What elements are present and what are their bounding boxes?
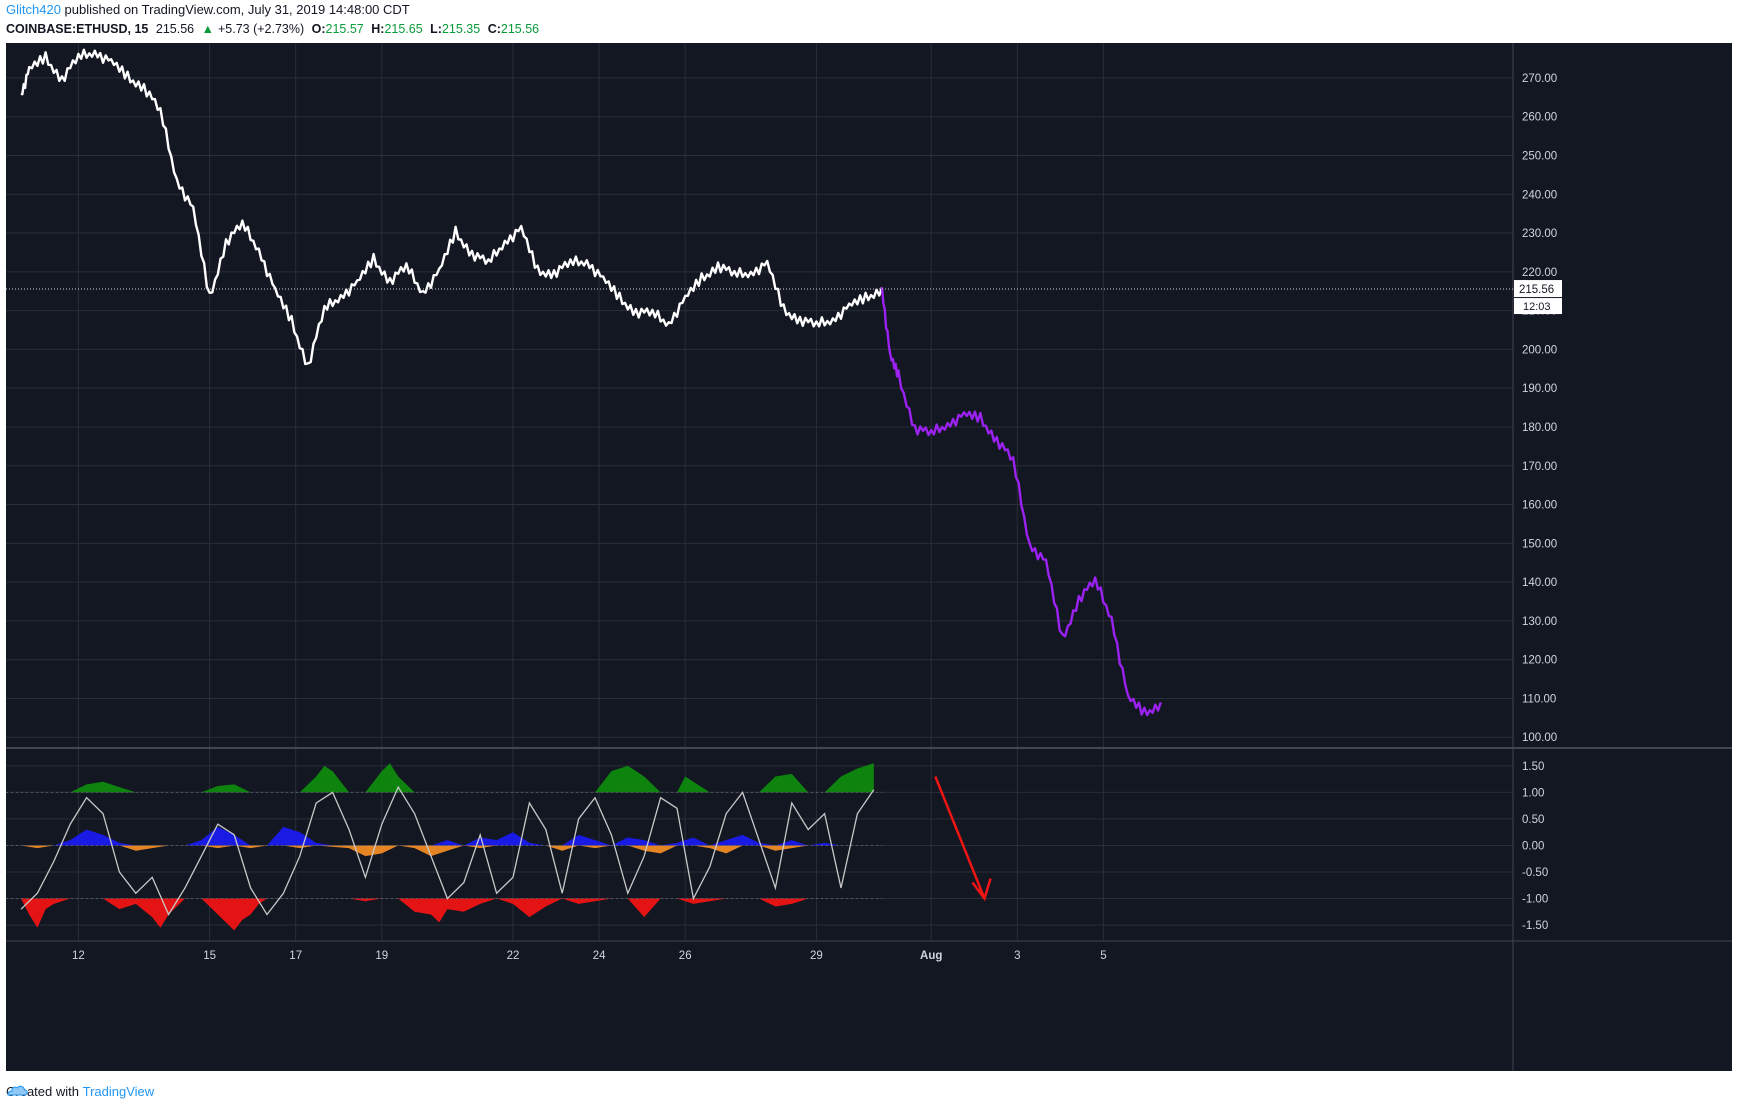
osc-tick-label: -0.50 bbox=[1522, 867, 1548, 879]
time-tick-label: 5 bbox=[1100, 950, 1106, 962]
osc-tick-label: -1.50 bbox=[1522, 920, 1548, 932]
last-price-badge-label: 215.56 bbox=[1519, 284, 1554, 296]
price-lines bbox=[20, 48, 1162, 717]
open-label: O: bbox=[311, 22, 326, 36]
high-label: H: bbox=[371, 22, 385, 36]
osc-tick-label: 1.00 bbox=[1522, 787, 1544, 799]
price-tick-label: 260.00 bbox=[1522, 112, 1557, 124]
chart-canvas[interactable]: 270.00260.00250.00240.00230.00220.00210.… bbox=[6, 43, 1732, 1071]
price-projection-line bbox=[880, 287, 1162, 717]
price-tick-label: 240.00 bbox=[1522, 189, 1557, 201]
price-tick-label: 170.00 bbox=[1522, 461, 1557, 473]
time-tick-label: Aug bbox=[920, 950, 942, 962]
symbol-name[interactable]: COINBASE:ETHUSD, 15 bbox=[6, 22, 149, 36]
annotations bbox=[6, 288, 1513, 902]
chart-frame[interactable]: 270.00260.00250.00240.00230.00220.00210.… bbox=[6, 43, 1732, 1071]
osc-tick-label: 1.50 bbox=[1522, 761, 1544, 773]
time-tick-label: 15 bbox=[203, 950, 216, 962]
price-tick-label: 250.00 bbox=[1522, 150, 1557, 162]
price-change: +5.73 (+2.73%) bbox=[217, 22, 305, 36]
low-value: 215.35 bbox=[441, 22, 481, 36]
down-arrow-shaft bbox=[934, 776, 986, 900]
oscillator-positive-minor-area bbox=[21, 826, 841, 846]
oscillator-line bbox=[20, 785, 875, 916]
open-value: 215.57 bbox=[325, 22, 364, 36]
time-tick-label: 22 bbox=[507, 950, 520, 962]
time-tick-label: 29 bbox=[810, 950, 823, 962]
price-tick-label: 270.00 bbox=[1522, 73, 1557, 85]
time-tick-label: 3 bbox=[1014, 950, 1020, 962]
tradingview-cloud-icon bbox=[7, 1085, 28, 1096]
osc-tick-label: -1.00 bbox=[1522, 894, 1548, 906]
last-price: 215.56 bbox=[155, 22, 195, 36]
publish-info: Glitch420 published on TradingView.com, … bbox=[6, 1, 410, 19]
countdown-label: 12:03 bbox=[1523, 301, 1551, 313]
countdown-badge bbox=[1514, 298, 1562, 315]
footer: Created with TradingView bbox=[6, 1084, 154, 1099]
grid bbox=[6, 43, 1732, 1071]
triangle-up-icon: ▲ bbox=[201, 22, 214, 36]
price-tick-label: 190.00 bbox=[1522, 383, 1557, 395]
price-tick-label: 100.00 bbox=[1522, 732, 1557, 744]
price-tick-label: 160.00 bbox=[1522, 500, 1557, 512]
oscillator-negative-minor-area bbox=[21, 845, 841, 857]
price-tick-label: 220.00 bbox=[1522, 267, 1557, 279]
price-history-line bbox=[20, 48, 884, 366]
price-tick-label: 110.00 bbox=[1522, 693, 1556, 705]
time-tick-label: 24 bbox=[593, 950, 606, 962]
price-tick-label: 180.00 bbox=[1522, 422, 1557, 434]
symbol-legend: COINBASE:ETHUSD, 15 215.56 ▲ +5.73 (+2.73… bbox=[6, 21, 543, 37]
down-arrow-head bbox=[971, 878, 992, 902]
oscillator-negative-major-area bbox=[21, 898, 858, 931]
tradingview-brand-link[interactable]: TradingView bbox=[82, 1084, 155, 1099]
price-tick-label: 230.00 bbox=[1522, 228, 1557, 240]
oscillator-areas bbox=[6, 763, 882, 931]
time-tick-label: 19 bbox=[375, 950, 388, 962]
oscillator-line-series bbox=[20, 785, 875, 916]
price-tick-label: 150.00 bbox=[1522, 538, 1557, 550]
price-tick-label: 120.00 bbox=[1522, 655, 1557, 667]
price-tick-label: 200.00 bbox=[1522, 344, 1557, 356]
close-label: C: bbox=[487, 22, 501, 36]
time-tick-label: 17 bbox=[289, 950, 302, 962]
low-label: L: bbox=[430, 22, 442, 36]
author-link[interactable]: Glitch420 bbox=[6, 2, 61, 17]
price-tick-label: 140.00 bbox=[1522, 577, 1557, 589]
osc-tick-label: 0.50 bbox=[1522, 814, 1544, 826]
time-tick-label: 26 bbox=[679, 950, 692, 962]
time-tick-label: 12 bbox=[72, 950, 85, 962]
osc-tick-label: 0.00 bbox=[1522, 840, 1544, 852]
price-tick-label: 130.00 bbox=[1522, 616, 1557, 628]
high-value: 215.65 bbox=[384, 22, 423, 36]
axes: 270.00260.00250.00240.00230.00220.00210.… bbox=[72, 73, 1562, 962]
close-value: 215.56 bbox=[500, 22, 540, 36]
published-text: published on TradingView.com, July 31, 2… bbox=[64, 2, 410, 17]
oscillator-positive-major-area bbox=[70, 763, 874, 793]
last-price-badge bbox=[1514, 280, 1562, 298]
